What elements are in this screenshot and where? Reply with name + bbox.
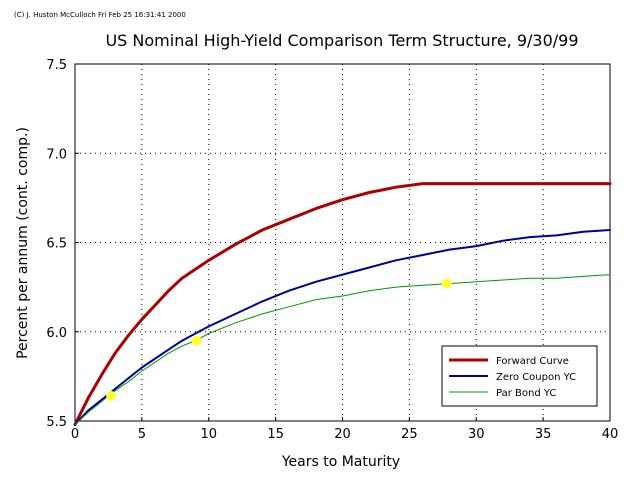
- legend-label-3: Par Bond YC: [496, 388, 556, 399]
- chart-title: US Nominal High-Yield Comparison Term St…: [105, 31, 578, 50]
- x-axis-label: Years to Maturity: [281, 454, 400, 470]
- x-tick-label: 5: [138, 427, 146, 442]
- axis-ticks: 0 5 10 15 20 25 30 35 40 5.5 6.0 6.5 7.0 7.5: [46, 58, 618, 442]
- grid: [75, 64, 610, 421]
- series-line-2: [74, 229, 611, 426]
- legend: Forward Curve Zero Coupon YC Par Bond YC: [441, 345, 598, 407]
- observed-point: [191, 335, 202, 346]
- x-tick-label: 0: [71, 427, 79, 442]
- y-tick-label: 7.0: [46, 147, 67, 162]
- x-tick-label: 35: [535, 427, 552, 442]
- x-tick-label: 20: [334, 427, 351, 442]
- observed-points: [106, 278, 452, 402]
- y-tick-label: 6.0: [46, 326, 67, 341]
- series-line-3: [74, 274, 611, 426]
- y-axis-label: Percent per annum (cont. comp.): [15, 127, 31, 359]
- observed-point: [441, 278, 452, 289]
- observed-point: [106, 391, 117, 402]
- copyright-text: (C) J. Huston McCulloch Fri Feb 25 16:31…: [14, 11, 186, 19]
- x-tick-label: 30: [468, 427, 485, 442]
- x-tick-label: 15: [267, 427, 284, 442]
- y-tick-label: 5.5: [46, 415, 67, 430]
- series-line-1: [73, 182, 612, 427]
- y-tick-label: 7.5: [46, 58, 67, 73]
- x-tick-label: 10: [200, 427, 217, 442]
- x-tick-label: 40: [602, 427, 619, 442]
- legend-label-2: Zero Coupon YC: [496, 372, 576, 383]
- x-tick-label: 25: [401, 427, 418, 442]
- series-lines: [73, 182, 612, 427]
- y-tick-label: 6.5: [46, 237, 67, 252]
- legend-label-1: Forward Curve: [496, 356, 569, 367]
